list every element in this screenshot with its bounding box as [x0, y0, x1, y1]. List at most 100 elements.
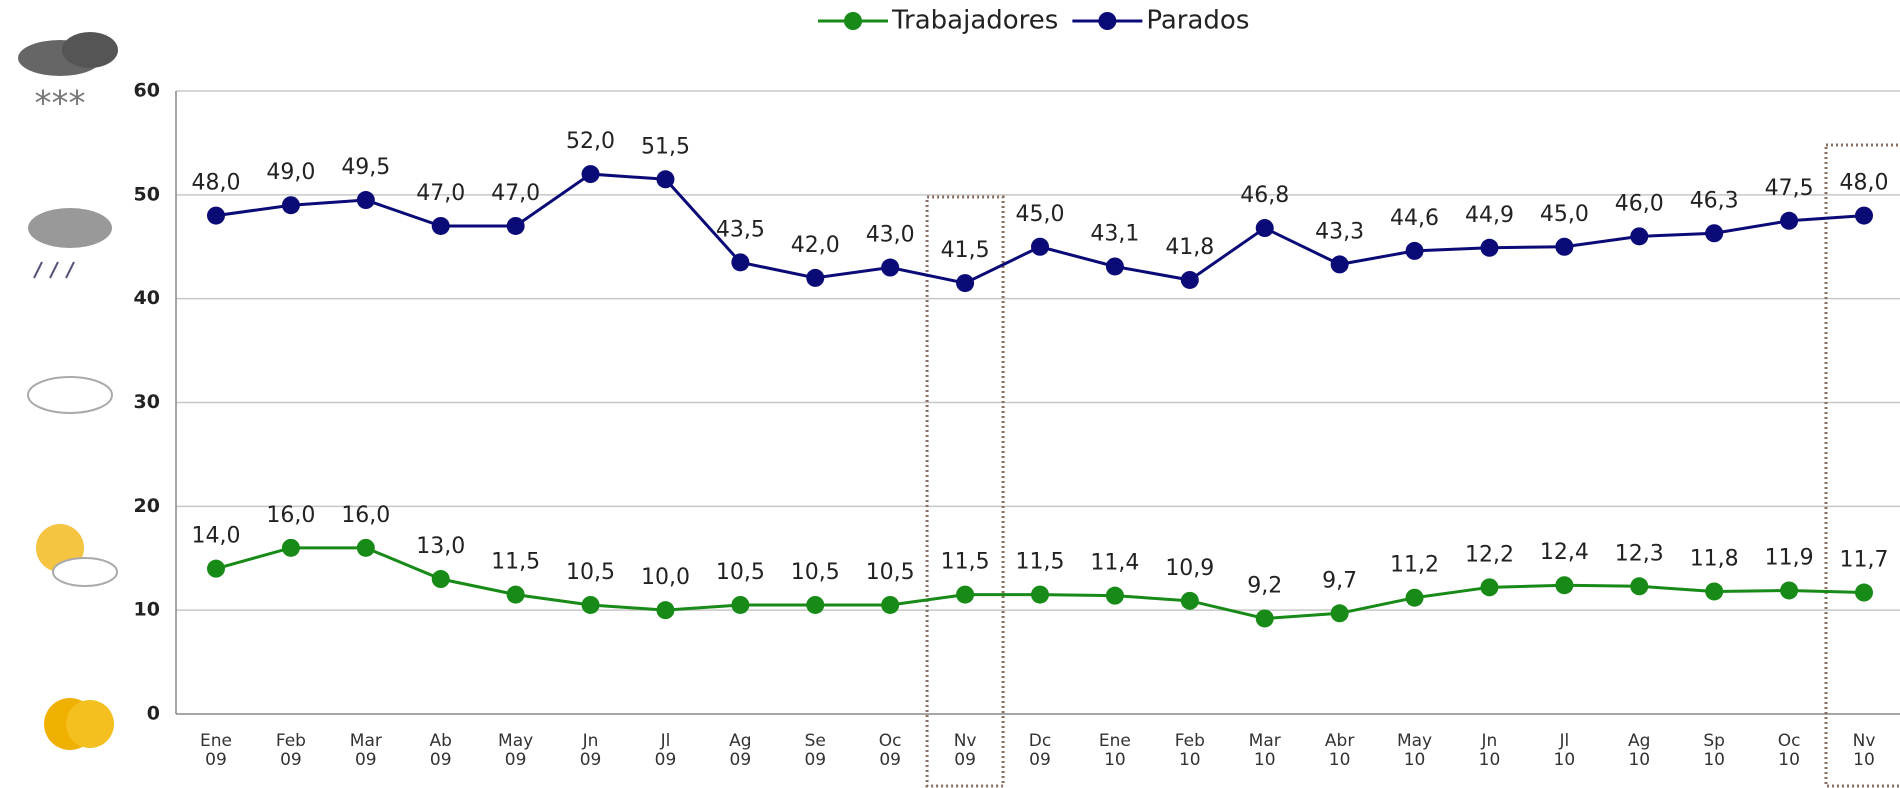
value-label: 14,0: [192, 524, 241, 549]
x-tick-label: Oc 09: [878, 731, 902, 770]
value-label: 12,2: [1465, 542, 1514, 567]
x-tick-label: Jl 09: [654, 731, 677, 770]
point: [806, 595, 825, 614]
x-tick-label: Ene 10: [1098, 731, 1131, 770]
value-label: 45,0: [1016, 202, 1065, 227]
value-label: 49,5: [341, 155, 390, 180]
point: [1855, 206, 1873, 225]
x-tick-label: Feb 09: [275, 731, 306, 770]
point: [431, 216, 450, 235]
point: [656, 601, 675, 620]
x-tick-label: Jl 10: [1553, 731, 1576, 770]
point: [1031, 585, 1049, 604]
x-tick-label: Jn 09: [579, 731, 602, 770]
point: [281, 196, 300, 215]
point: [1780, 581, 1799, 600]
value-label: 16,0: [341, 503, 390, 528]
y-tick-label: 30: [134, 391, 160, 413]
value-label: 11,9: [1765, 545, 1814, 570]
value-label: 46,8: [1240, 183, 1289, 208]
point: [1630, 227, 1649, 246]
legend-marker: [1098, 12, 1117, 30]
x-tick-label: Abr 10: [1324, 731, 1355, 770]
value-label: 16,0: [266, 503, 315, 528]
point: [1105, 586, 1124, 605]
y-tick-label: 0: [147, 703, 160, 725]
svg-text:***: ***: [35, 84, 86, 124]
point: [1555, 237, 1574, 256]
point: [1705, 582, 1724, 601]
point: [956, 274, 975, 293]
value-label: 10,9: [1165, 556, 1214, 581]
x-tick-label: Mar 09: [349, 731, 382, 770]
legend-label: Trabajadores: [891, 6, 1058, 36]
value-label: 43,3: [1315, 219, 1364, 244]
value-label: 47,0: [416, 181, 465, 206]
value-label: 43,1: [1090, 221, 1139, 246]
value-label: 9,7: [1322, 568, 1357, 593]
value-label: 46,3: [1690, 188, 1739, 213]
point: [881, 258, 900, 277]
point: [1031, 237, 1049, 256]
value-label: 42,0: [791, 233, 840, 258]
point: [356, 538, 375, 557]
point: [1330, 604, 1349, 623]
x-tick-label: Ab 09: [429, 731, 452, 770]
value-label: 46,0: [1615, 191, 1664, 216]
value-label: 10,5: [791, 560, 840, 585]
point: [656, 170, 675, 189]
value-label: 13,0: [416, 534, 465, 559]
point: [207, 206, 225, 225]
y-tick-label: 60: [134, 80, 160, 102]
value-label: 47,5: [1765, 176, 1814, 201]
value-label: 10,5: [566, 560, 615, 585]
point: [581, 165, 600, 184]
x-tick-label: Feb 10: [1174, 731, 1205, 770]
point: [506, 216, 525, 235]
y-tick-label: 20: [134, 495, 160, 517]
point: [731, 253, 750, 272]
point: [1180, 270, 1199, 289]
point: [356, 191, 375, 210]
point: [506, 585, 525, 604]
x-tick-label: Mar 10: [1248, 731, 1281, 770]
value-label: 11,7: [1840, 548, 1889, 573]
value-label: 12,4: [1540, 540, 1589, 565]
x-tick-label: Dc 09: [1028, 731, 1052, 770]
value-label: 47,0: [491, 181, 540, 206]
x-tick-label: Oc 10: [1777, 731, 1801, 770]
point: [1405, 241, 1424, 260]
value-label: 44,9: [1465, 203, 1514, 228]
point: [1330, 255, 1349, 274]
value-label: 44,6: [1390, 206, 1439, 231]
value-label: 12,3: [1615, 541, 1664, 566]
x-tick-label: Se 09: [804, 731, 827, 770]
weather-icons: ***: [18, 32, 118, 750]
value-label: 11,5: [941, 550, 990, 575]
x-tick-label: May 09: [498, 731, 534, 770]
value-label: 45,0: [1540, 202, 1589, 227]
value-label: 48,0: [1840, 171, 1889, 196]
value-label: 49,0: [266, 160, 315, 185]
point: [956, 585, 975, 604]
x-tick-label: Ag 09: [729, 731, 752, 770]
legend-label: Parados: [1146, 6, 1249, 36]
value-label: 10,5: [866, 560, 915, 585]
x-tick-label: May 10: [1396, 731, 1433, 770]
value-label: 9,2: [1247, 573, 1282, 598]
y-tick-label: 10: [134, 599, 160, 621]
value-label: 10,5: [716, 560, 765, 585]
value-label: 52,0: [566, 129, 615, 154]
value-label: 11,8: [1690, 546, 1739, 571]
legend-marker: [844, 12, 862, 30]
value-label: 41,8: [1165, 235, 1214, 260]
point: [581, 595, 600, 614]
x-tick-label: Jn 10: [1478, 731, 1501, 770]
point: [1180, 591, 1199, 610]
value-label: 43,5: [716, 217, 765, 242]
point: [1630, 577, 1649, 596]
x-tick-label: Nv 09: [953, 731, 977, 770]
point: [1855, 583, 1873, 602]
